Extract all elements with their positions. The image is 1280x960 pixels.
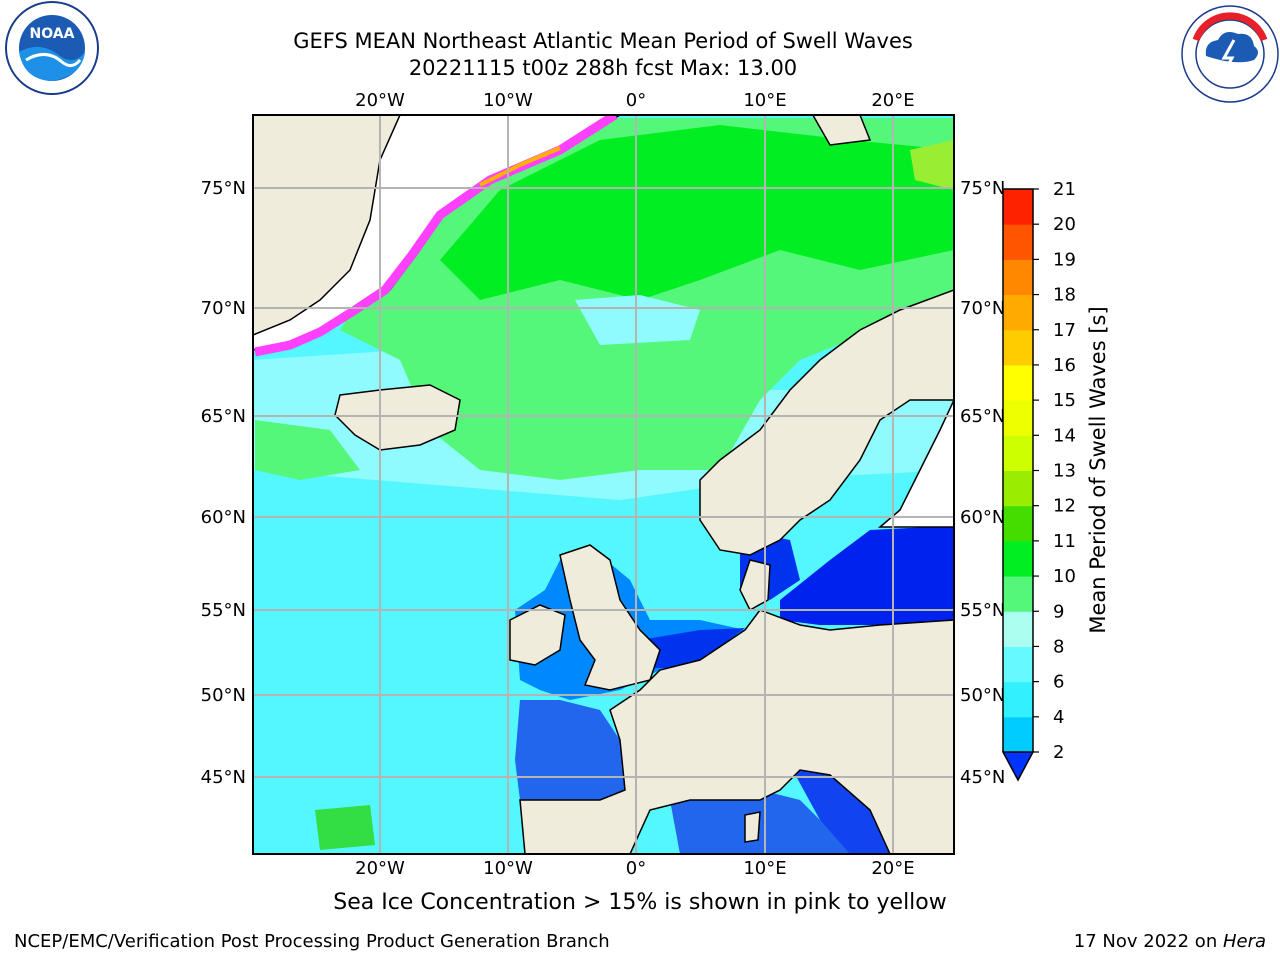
colorbar-tick-label: 13 [1053, 461, 1076, 482]
swell-zone-azores [315, 805, 375, 850]
lon-label-bottom: 20°E [871, 858, 914, 879]
colorbar-tick-label: 10 [1053, 566, 1076, 587]
north-sea-south [640, 628, 745, 668]
lat-labels-left: 75°N 70°N 65°N 60°N 55°N 50°N 45°N [201, 178, 246, 788]
finland-white [877, 399, 954, 528]
colorbar-tick-label: 6 [1053, 672, 1064, 693]
colorbar-segment [1003, 189, 1033, 225]
colorbar-tick-label: 15 [1053, 390, 1076, 411]
nws-logo [1181, 5, 1279, 103]
colorbar-segment [1003, 329, 1033, 366]
colorbar-label: Mean Period of Swell Waves [s] [1086, 306, 1110, 634]
footer-date: 17 Nov 2022 on Hera [1074, 931, 1266, 952]
adriatic-sea [790, 765, 890, 854]
lat-label-right: 50°N [960, 685, 1005, 706]
lon-label-top: 10°W [483, 90, 533, 111]
lat-label-left: 70°N [201, 298, 246, 319]
sea-ice-note: Sea Ice Concentration > 15% is shown in … [333, 890, 947, 915]
swell-zone-10-11 [440, 125, 954, 300]
colorbar-segment [1003, 540, 1033, 577]
lat-label-left: 55°N [201, 600, 246, 621]
swell-zone-west [255, 420, 360, 480]
chart-title: GEFS MEAN Northeast Atlantic Mean Period… [293, 29, 913, 53]
scandinavia [699, 289, 954, 556]
footer-date-text: 17 Nov 2022 on [1073, 931, 1223, 952]
gridlines [253, 115, 954, 854]
lon-label-top: 10°E [743, 90, 786, 111]
colorbar: 2 4 6 8 9 10 11 12 13 14 15 16 17 18 19 20 21 [1001, 179, 1076, 782]
footer-host: Hera [1222, 931, 1266, 952]
colorbar-segment [1003, 294, 1033, 331]
ireland [509, 604, 566, 666]
colorbar-segment [1003, 259, 1033, 296]
colorbar-tick-label: 19 [1053, 249, 1076, 270]
map-area [253, 115, 954, 854]
colorbar-segment [1003, 400, 1033, 436]
lon-label-bottom: 10°W [483, 858, 533, 879]
colorbar-segment [1003, 611, 1033, 647]
bay-of-biscay [515, 700, 625, 800]
iceland [334, 384, 461, 451]
colorbar-tick-label: 18 [1053, 285, 1076, 306]
colorbar-segment [1003, 435, 1033, 471]
colorbar-tick-label: 8 [1053, 636, 1064, 657]
map-frame [252, 114, 955, 855]
footer-credit: NCEP/EMC/Verification Post Processing Pr… [14, 931, 610, 952]
lat-label-left: 50°N [201, 685, 246, 706]
colorbar-tick-label: 14 [1053, 425, 1076, 446]
lon-label-bottom: 0° [626, 858, 646, 879]
baltic-sea [780, 527, 954, 625]
lat-label-left: 45°N [201, 767, 246, 788]
land [253, 115, 954, 854]
colorbar-segment [1003, 646, 1033, 683]
lat-label-left: 65°N [201, 406, 246, 427]
lon-label-bottom: 10°E [743, 858, 786, 879]
noaa-logo-text: NOAA [30, 26, 75, 42]
corsica-sardinia [744, 811, 761, 843]
colorbar-segment [1003, 576, 1033, 612]
lat-label-right: 60°N [960, 507, 1005, 528]
colorbar-segment [1003, 505, 1033, 542]
lat-label-right: 65°N [960, 406, 1005, 427]
lat-labels-right: 75°N 70°N 65°N 60°N 55°N 50°N 45°N [960, 178, 1005, 788]
greenland [253, 115, 401, 336]
colorbar-extension [1001, 751, 1035, 782]
swell-zone-11-12 [910, 140, 954, 190]
colorbar-segment [1003, 224, 1033, 260]
colorbar-tick-label: 9 [1053, 601, 1064, 622]
lat-label-right: 55°N [960, 600, 1005, 621]
colorbar-tick-label: 20 [1053, 214, 1076, 235]
lon-labels-bottom: 20°W 10°W 0° 10°E 20°E [355, 858, 914, 879]
lon-label-bottom: 20°W [355, 858, 405, 879]
noaa-logo: NOAA [5, 1, 99, 95]
lon-label-top: 0° [626, 90, 646, 111]
denmark [739, 559, 771, 612]
svalbard [811, 115, 872, 146]
lat-label-right: 75°N [960, 178, 1005, 199]
lon-label-top: 20°E [871, 90, 914, 111]
lat-label-right: 70°N [960, 298, 1005, 319]
lat-label-left: 75°N [201, 178, 246, 199]
lat-label-left: 60°N [201, 507, 246, 528]
continental-europe [519, 609, 954, 854]
colorbar-tick-label: 16 [1053, 355, 1076, 376]
colorbar-segment [1003, 364, 1033, 401]
lon-labels-top: 20°W 10°W 0° 10°E 20°E [355, 90, 914, 111]
colorbar-tick-label: 4 [1053, 707, 1064, 728]
colorbar-segment [1003, 470, 1033, 507]
mediterranean-west [670, 790, 870, 854]
lon-label-top: 20°W [355, 90, 405, 111]
colorbar-tick-label: 11 [1053, 531, 1076, 552]
colorbar-tick-label: 2 [1053, 742, 1064, 763]
colorbar-tick-label: 21 [1053, 179, 1076, 200]
colorbar-tick-label: 12 [1053, 496, 1076, 517]
colorbar-segment [1003, 681, 1033, 718]
chart-subtitle: 20221115 t00z 288h fcst Max: 13.00 [408, 56, 798, 80]
lat-label-right: 45°N [960, 767, 1005, 788]
colorbar-tick-label: 17 [1053, 320, 1076, 341]
colorbar-segment [1003, 716, 1033, 753]
sea-ice-edge-high [479, 146, 561, 187]
